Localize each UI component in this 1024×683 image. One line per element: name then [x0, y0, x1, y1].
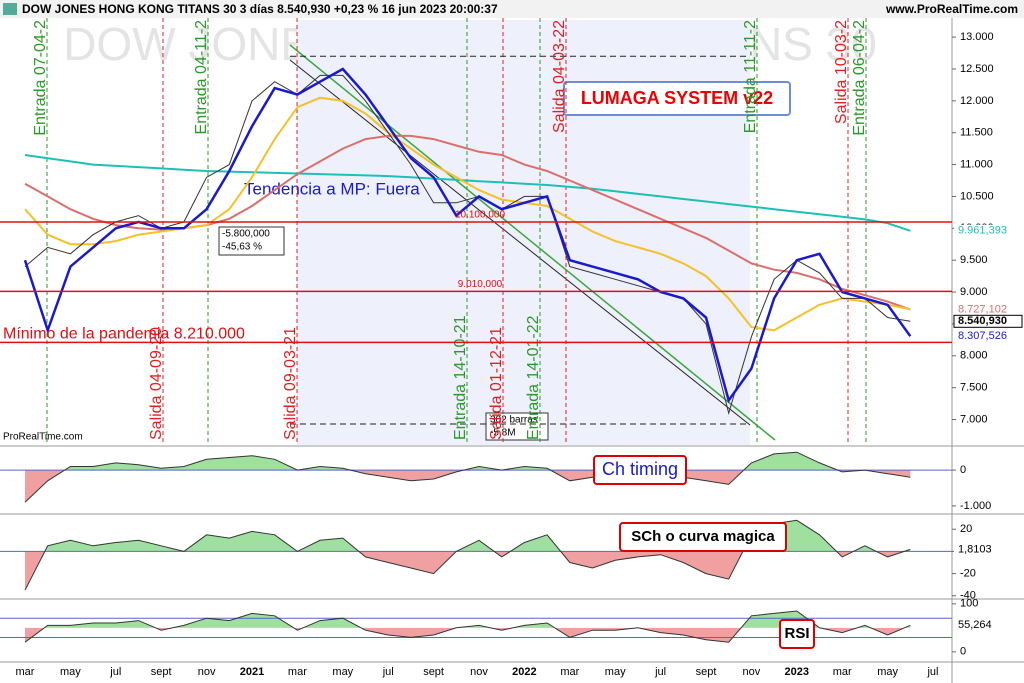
info-text: 302 barras [490, 415, 538, 426]
panel-label-box [619, 522, 787, 552]
y-tick-label: -40 [960, 590, 976, 602]
price-tag [954, 303, 1022, 316]
x-tick-label: may [877, 666, 898, 678]
panel-label-box [593, 455, 687, 485]
y-tick-label: 12.000 [960, 95, 994, 107]
level-label: 10.100,000 [455, 210, 505, 221]
header-bar [0, 0, 1024, 18]
signal-label: Entrada 06-04-2 [851, 20, 868, 136]
y-tick-label: 11.000 [960, 158, 993, 170]
y-tick-label: 9.500 [960, 254, 988, 266]
signal-label: Entrada 07-04-2 [32, 20, 49, 136]
price-tag-label: 9.961,393 [958, 225, 1007, 237]
logo-text: ProRealTime.com [3, 432, 83, 443]
x-tick-label: nov [743, 666, 761, 678]
x-tick-label: nov [470, 666, 488, 678]
x-tick-label: jul [926, 666, 938, 678]
header-title: DOW JONES HONG KONG TITANS 30 3 días 8.5… [22, 2, 498, 16]
indicator-line [24, 451, 911, 503]
x-tick-label: jul [382, 666, 394, 678]
price-tag [954, 330, 1022, 343]
x-tick-label: 2022 [512, 666, 536, 678]
value-tag-label: 1,8103 [958, 543, 992, 555]
signal-label: Salida 04-03-22 [551, 20, 568, 133]
signal-label: Entrada 14-10-21 [452, 315, 469, 440]
signal-label: Salida 09-03-21 [282, 327, 299, 440]
panel-label: Ch timing [602, 459, 678, 479]
signal-label: Entrada 11-11-2 [742, 20, 759, 133]
y-tick-label: 0 [960, 464, 966, 476]
x-tick-label: may [60, 666, 81, 678]
x-tick-label: may [605, 666, 626, 678]
y-tick-label: 7.500 [960, 382, 988, 394]
price-tag-label: 8.540,930 [958, 315, 1007, 327]
y-tick-label: -20 [960, 567, 976, 579]
x-tick-label: may [332, 666, 353, 678]
value-tag-label: 55,264 [958, 619, 992, 631]
series-line [23, 67, 912, 404]
x-tick-label: jul [109, 666, 121, 678]
x-tick-label: 2023 [785, 666, 809, 678]
trend-line [289, 59, 751, 426]
x-tick-label: jul [654, 666, 666, 678]
y-tick-label: 10.500 [960, 190, 994, 202]
series-line [24, 154, 911, 232]
y-tick-label: 9.000 [960, 286, 988, 298]
y-tick-label: 0 [960, 646, 966, 658]
area-positive [25, 520, 911, 552]
price-tag-label: 8.307,526 [958, 330, 1007, 342]
y-tick-label: 8.000 [960, 350, 988, 362]
system-label: LUMAGA SYSTEM v22 [581, 88, 773, 108]
y-tick-label: 13.000 [960, 31, 994, 43]
trend-label: Tendencia a MP: Fuera [244, 179, 420, 198]
info-text: -5.800,000 [222, 229, 270, 240]
x-tick-label: mar [560, 666, 579, 678]
x-tick-label: nov [198, 666, 216, 678]
area-positive [25, 452, 911, 471]
value-tag [954, 543, 1014, 556]
panel-label-box [779, 619, 815, 649]
x-tick-label: 2021 [240, 666, 264, 678]
x-tick-label: sept [423, 666, 444, 678]
signal-label: Salida 01-12-21 [488, 327, 505, 440]
area-negative [25, 627, 905, 643]
x-tick-label: sept [696, 666, 717, 678]
level-label: Mínimo de la pandemia 8.210.000 [3, 326, 245, 343]
y-tick-label: 100 [960, 598, 978, 610]
price-tag [953, 314, 1023, 328]
header-source: www.ProRealTime.com [885, 2, 1018, 16]
series-line [24, 96, 911, 332]
trend-line [289, 44, 776, 441]
panel-label: SCh o curva magica [631, 528, 775, 545]
x-tick-label: mar [288, 666, 307, 678]
system-box [563, 81, 791, 116]
area-negative [25, 551, 905, 591]
level-label: 9.010,000 [458, 279, 503, 290]
info-box [218, 226, 285, 256]
plot-area [23, 18, 912, 445]
info-text: -45,63 % [222, 242, 262, 253]
series-line [24, 74, 911, 415]
info-box [485, 412, 549, 441]
y-tick-label: 7.000 [960, 413, 988, 425]
value-tag [954, 619, 1014, 632]
signal-label: Salida 04-09-20 [148, 327, 165, 440]
x-tick-label: sept [151, 666, 172, 678]
signal-label: Entrada 04-11-2 [193, 20, 210, 135]
price-tag [954, 224, 1022, 237]
signal-label: Entrada 14-01-22 [525, 315, 542, 440]
price-tag-label: 8.727,102 [958, 303, 1007, 315]
y-tick-label: -1.000 [960, 500, 991, 512]
signal-label: Salida 10-03-2 [833, 20, 850, 124]
panel-label: RSI [784, 625, 809, 642]
y-tick-label: 20 [960, 523, 972, 535]
x-tick-label: mar [16, 666, 35, 678]
x-tick-label: mar [833, 666, 852, 678]
y-tick-label: 11.500 [960, 127, 993, 139]
y-tick-label: 12.500 [960, 63, 994, 75]
logo-icon [3, 3, 17, 15]
indicator-line [24, 610, 911, 643]
